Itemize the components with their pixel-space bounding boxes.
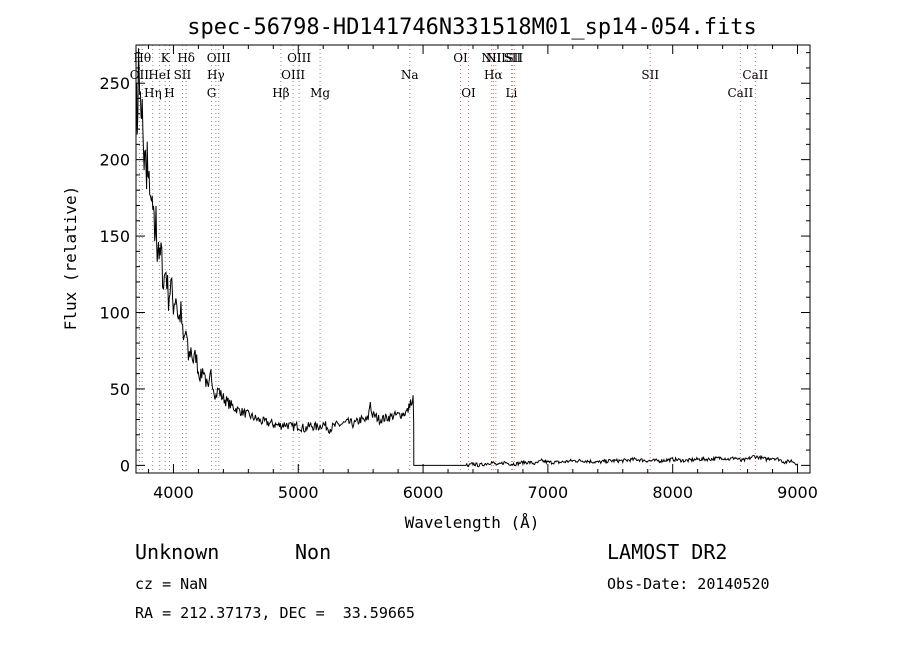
- line-label-12: OIII: [281, 68, 305, 82]
- line-label-26: CaII: [742, 68, 768, 82]
- line-label-9: Hγ: [207, 68, 225, 82]
- y-axis-label: Flux (relative): [61, 186, 80, 331]
- x-axis-label: Wavelength (Å): [405, 513, 540, 532]
- line-label-7: Hδ: [177, 51, 195, 65]
- x-tick-label: 5000: [278, 483, 319, 502]
- line-label-17: OI: [461, 86, 476, 100]
- line-label-16: OI: [453, 51, 468, 65]
- line-label-14: Mg: [310, 86, 330, 100]
- spectral-line-markers: [138, 45, 756, 473]
- x-tick-label: 9000: [777, 483, 818, 502]
- observation-date: Obs-Date: 20140520: [607, 575, 770, 593]
- spectral-line-labels: OIIHθHηHeIKHSIIHδGHγOIIIHβOIIIOIIIMgNaOI…: [130, 51, 769, 100]
- line-label-19: Hα: [484, 68, 503, 82]
- line-label-22: SII: [504, 51, 522, 65]
- line-label-11: Hβ: [272, 86, 289, 100]
- line-label-8: G: [207, 86, 217, 100]
- line-label-15: Na: [401, 68, 419, 82]
- y-tick-label: 200: [99, 151, 130, 170]
- spectrum-series-line: [135, 48, 798, 468]
- x-tick-label: 7000: [528, 483, 569, 502]
- line-label-18: NII: [481, 51, 501, 65]
- x-tick-label: 8000: [652, 483, 693, 502]
- redshift-cz: cz = NaN: [135, 575, 208, 593]
- x-tick-label: 6000: [403, 483, 444, 502]
- line-label-25: CaII: [727, 86, 753, 100]
- y-tick-label: 150: [99, 227, 130, 246]
- survey-name: LAMOST DR2: [607, 540, 728, 564]
- axis-ticks: 4000 5000 6000 7000 8000 9000 0 50 100 150 200 250: [99, 45, 818, 502]
- y-tick-label: 100: [99, 304, 130, 323]
- y-tick-label: 50: [110, 380, 130, 399]
- object-class: Unknown: [135, 540, 220, 564]
- line-label-5: H: [164, 86, 174, 100]
- line-label-6: SII: [174, 68, 192, 82]
- y-tick-label: 250: [99, 74, 130, 93]
- ra-dec-coordinates: RA = 212.37173, DEC = 33.59665: [135, 604, 415, 622]
- line-label-23: SII: [505, 51, 523, 65]
- object-subclass: Non: [295, 540, 332, 564]
- y-tick-label: 0: [120, 456, 130, 475]
- line-label-20: NII: [486, 51, 506, 65]
- line-label-24: SII: [641, 68, 659, 82]
- line-label-3: HeI: [148, 68, 171, 82]
- line-label-21: Li: [506, 86, 518, 100]
- chart-title: spec-56798-HD141746N331518M01_sp14-054.f…: [187, 15, 757, 40]
- line-label-13: OIII: [287, 51, 311, 65]
- line-label-4: K: [161, 51, 171, 65]
- line-label-2: Hη: [144, 86, 162, 100]
- line-label-1: Hθ: [133, 51, 151, 65]
- line-label-10: OIII: [207, 51, 231, 65]
- x-tick-label: 4000: [153, 483, 194, 502]
